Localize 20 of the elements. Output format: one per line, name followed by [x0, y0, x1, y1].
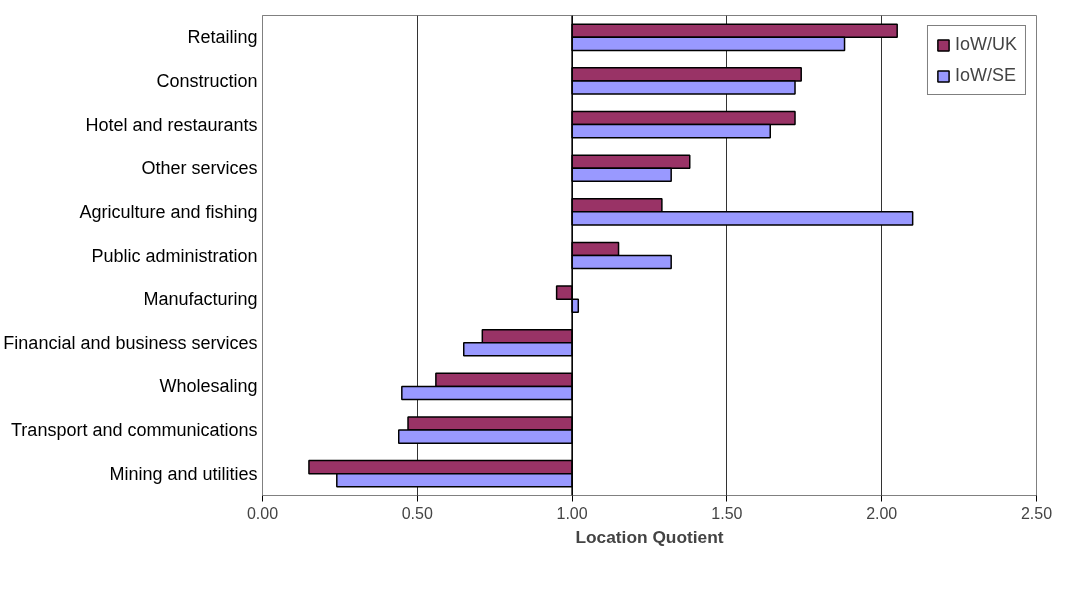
x-tick-label: 1.00 [556, 504, 588, 522]
x-tick-label: 1.50 [711, 504, 743, 522]
legend-label: IoW/SE [954, 65, 1016, 86]
y-tick-label: Transport and communications [11, 420, 258, 441]
x-axis-title: Location Quotient [575, 526, 724, 547]
y-tick-label: Mining and utilities [109, 463, 258, 484]
y-tick-label: Agriculture and fishing [79, 201, 258, 222]
x-tick-label: 0.50 [401, 504, 433, 522]
y-tick-label: Retailing [187, 27, 258, 48]
y-tick-label: Public administration [91, 245, 258, 266]
y-tick-label: Hotel and restaurants [85, 114, 258, 135]
y-tick-label: Construction [156, 70, 258, 91]
y-tick-label: Other services [141, 158, 258, 179]
legend-label: IoW/UK [954, 34, 1017, 55]
x-tick-label: 2.00 [866, 504, 898, 522]
y-tick-label: Manufacturing [143, 289, 258, 310]
x-tick-label: 0.00 [246, 504, 279, 522]
x-tick-label: 2.50 [1020, 504, 1053, 522]
y-tick-label: Financial and business services [3, 332, 258, 353]
y-tick-label: Wholesaling [159, 376, 258, 397]
